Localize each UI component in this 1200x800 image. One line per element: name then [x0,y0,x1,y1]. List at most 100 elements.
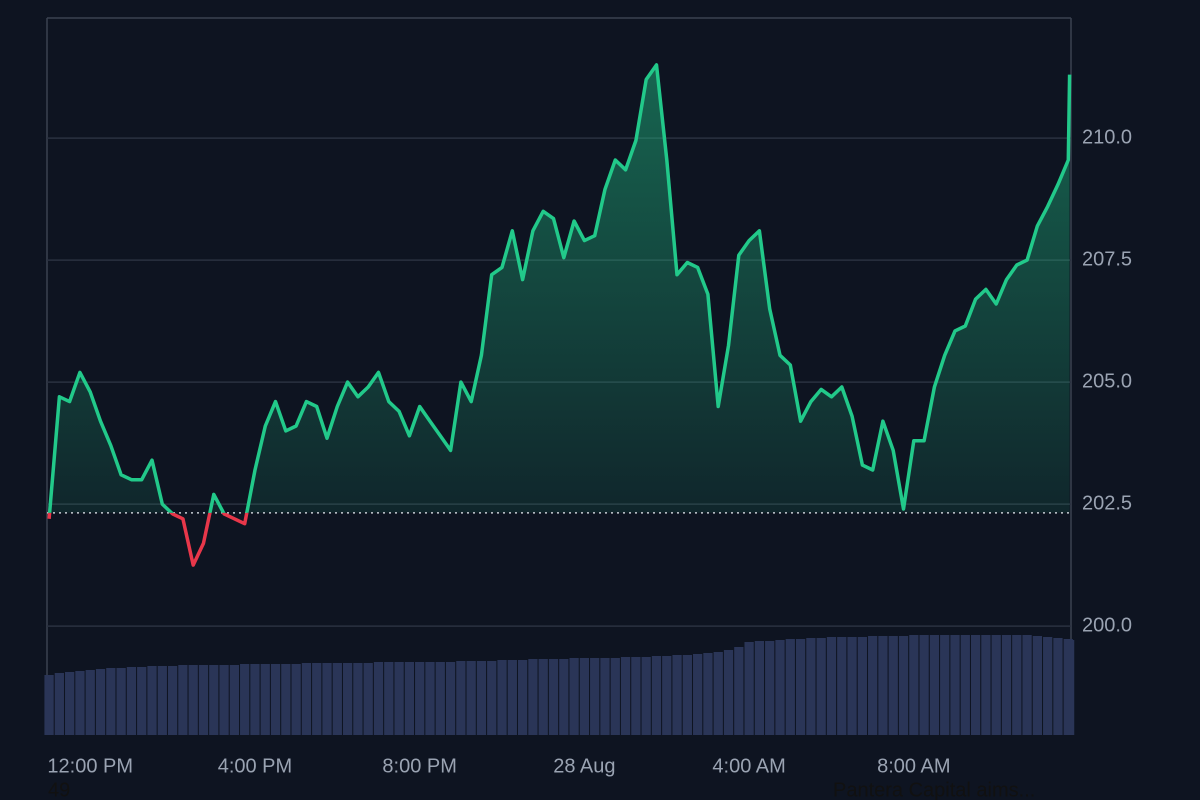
volume-bar [600,658,610,735]
volume-bar [837,637,847,735]
volume-bar [373,662,384,735]
volume-bar [178,665,188,735]
volume-bar [445,662,456,735]
volume-bar [415,662,425,735]
volume-bar [1053,638,1063,735]
x-tick-label: 8:00 AM [877,755,950,777]
volume-bar [723,650,734,735]
volume-bar [291,664,301,735]
volume-bar [898,636,909,735]
volume-bar [559,659,569,735]
volume-bar [734,647,744,735]
volume-bar [1022,635,1032,735]
volume-bar [765,641,775,735]
volume-bar [816,638,826,735]
y-tick-label: 205.0 [1082,370,1132,392]
volume-bar [703,653,713,735]
volume-bar [435,662,445,735]
footer-text: 49 [48,779,70,800]
x-tick-label: 8:00 PM [382,755,456,777]
volume-bar [240,664,250,735]
volume-bar [919,635,929,735]
volume-bar [116,668,126,735]
volume-bar [301,663,312,735]
volume-bar [126,667,137,735]
volume-bar [641,657,651,735]
x-tick-label: 4:00 PM [218,755,292,777]
y-tick-label: 200.0 [1082,614,1132,636]
price-line [47,63,1072,513]
volume-bar [868,636,878,735]
volume-bar [75,671,85,735]
volume-bar [394,662,404,735]
volume-bar [754,641,765,735]
volume-bar [775,640,785,735]
volume-bar [497,660,507,735]
x-tick-label: 4:00 AM [712,755,785,777]
volume-bar [332,663,342,735]
volume-bar [209,665,219,735]
y-tick-label: 207.5 [1082,248,1132,270]
volume-bar [65,672,75,735]
volume-bar [384,662,394,735]
x-tick-label: 12:00 PM [47,755,133,777]
volume-bar [857,637,867,735]
volume-bar [353,663,363,735]
volume-bar [312,663,322,735]
volume-bar [1043,637,1053,735]
volume-bar [909,635,919,735]
volume-bar [167,666,178,735]
volume-bar [610,658,620,735]
volume-bar [147,666,157,735]
volume-bar [363,663,373,735]
volume-bar [198,665,209,735]
volume-bar [250,664,260,735]
volume-bar [456,661,466,735]
volume-bar [929,635,940,735]
volume-bar [888,636,898,735]
volume-bar [1032,636,1043,735]
x-tick-label: 28 Aug [553,755,615,777]
volume-bar [466,661,476,735]
volume-bar [44,675,54,735]
volume-bar [960,635,970,735]
volume-bar [137,667,147,735]
volume-bar [631,657,641,735]
y-tick-label: 210.0 [1082,126,1132,148]
price-area [49,64,1070,513]
volume-bar [548,659,559,735]
volume-bar [95,669,106,735]
volume-bar [322,663,332,735]
volume-bar [991,635,1001,735]
volume-bar [1064,640,1075,735]
volume-bar [219,665,229,735]
volume-bar [672,655,682,735]
volume-bar [847,637,857,735]
y-tick-label: 202.5 [1082,492,1132,514]
volume-bar [744,642,754,735]
volume-bar [106,668,116,735]
volume-bar [270,664,281,735]
volume-bar [682,655,692,735]
volume-bar [476,661,487,735]
volume-bar [713,652,723,735]
volume-bar [517,660,528,735]
volume-bar [970,635,981,735]
volume-bar [260,664,270,735]
volume-bar [425,662,435,735]
volume-bar [404,662,415,735]
volume-bar [342,663,353,735]
volume-bar [538,659,548,735]
volume-bar [281,664,291,735]
volume-bar [1012,635,1022,735]
volume-bar [785,639,795,735]
volume-bar [1001,635,1012,735]
volume-bar [651,656,662,735]
volume-bar [487,661,497,735]
volume-bar [229,665,239,735]
volume-bar [188,665,198,735]
volume-bar [981,635,991,735]
volume-bar [54,673,64,735]
